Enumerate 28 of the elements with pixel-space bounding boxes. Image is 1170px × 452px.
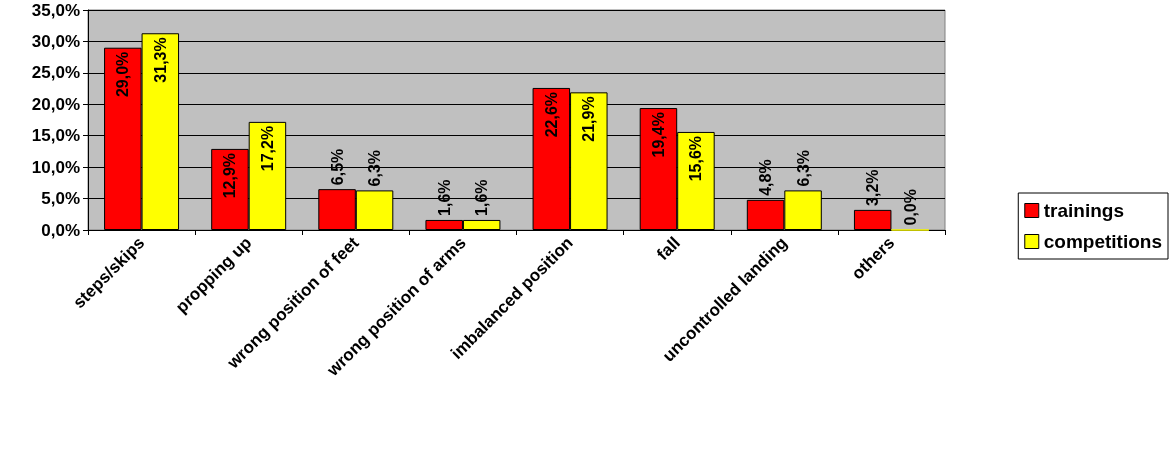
data-label: 15,6% bbox=[687, 135, 705, 182]
y-tick-label: 20,0% bbox=[31, 94, 80, 114]
data-label: 19,4% bbox=[649, 112, 667, 158]
data-label: 21,9% bbox=[580, 96, 598, 142]
legend-label: competitions bbox=[1043, 231, 1162, 252]
y-tick-label: 15,0% bbox=[31, 126, 80, 146]
data-label: 12,9% bbox=[221, 152, 239, 199]
y-tick-label: 10,0% bbox=[31, 157, 80, 177]
y-tick-label: 30,0% bbox=[31, 31, 80, 51]
data-label: 0,0% bbox=[901, 189, 919, 226]
data-label: 6,3% bbox=[366, 149, 384, 187]
data-label: 17,2% bbox=[258, 125, 276, 172]
data-label: 31,3% bbox=[151, 37, 169, 83]
x-tick-label: fall bbox=[653, 233, 684, 265]
data-label: 3,2% bbox=[864, 169, 882, 206]
y-tick-label: 0,0% bbox=[41, 220, 80, 240]
data-label: 4,8% bbox=[757, 159, 775, 196]
y-tick-label: 25,0% bbox=[31, 63, 80, 83]
data-label: 6,5% bbox=[328, 148, 346, 186]
data-label: 22,6% bbox=[542, 91, 560, 138]
data-label: 29,0% bbox=[114, 51, 132, 98]
bar bbox=[853, 209, 892, 230]
y-tick-label: 35,0% bbox=[31, 0, 80, 20]
data-label: 6,3% bbox=[794, 149, 812, 187]
data-label: 1,6% bbox=[473, 179, 491, 216]
legend-label: trainings bbox=[1043, 200, 1124, 221]
y-tick-label: 5,0% bbox=[41, 189, 80, 209]
data-label: 1,6% bbox=[435, 179, 453, 216]
